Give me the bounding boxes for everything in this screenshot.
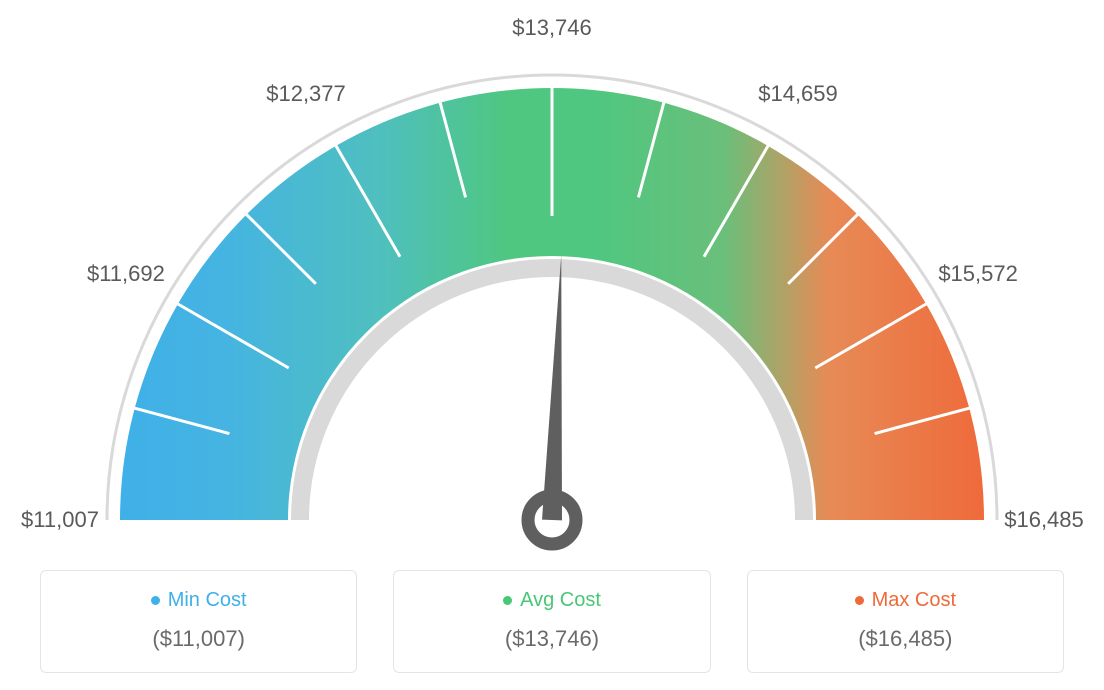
gauge-tick-label: $13,746	[512, 15, 592, 41]
legend-title-min: Min Cost	[151, 589, 247, 612]
gauge-tick-label: $12,377	[266, 81, 346, 107]
dot-icon	[855, 596, 864, 605]
gauge-tick-label: $11,692	[87, 261, 165, 287]
legend-title-text: Avg Cost	[520, 589, 601, 612]
legend-row: Min Cost ($11,007) Avg Cost ($13,746) Ma…	[0, 570, 1104, 673]
legend-title-text: Min Cost	[168, 589, 247, 612]
gauge-tick-label: $15,572	[938, 261, 1018, 287]
dot-icon	[151, 596, 160, 605]
gauge-tick-label: $16,485	[1004, 507, 1084, 533]
legend-title-max: Max Cost	[855, 589, 956, 612]
legend-title-avg: Avg Cost	[503, 589, 601, 612]
legend-value-max: ($16,485)	[758, 626, 1053, 652]
legend-card-avg: Avg Cost ($13,746)	[393, 570, 710, 673]
legend-value-min: ($11,007)	[51, 626, 346, 652]
legend-title-text: Max Cost	[872, 589, 956, 612]
dot-icon	[503, 596, 512, 605]
legend-card-max: Max Cost ($16,485)	[747, 570, 1064, 673]
legend-value-avg: ($13,746)	[404, 626, 699, 652]
gauge-tick-label: $11,007	[21, 507, 99, 533]
legend-card-min: Min Cost ($11,007)	[40, 570, 357, 673]
cost-gauge: $11,007 $11,692 $12,377 $13,746 $14,659 $15,5…	[0, 0, 1104, 570]
gauge-tick-label: $14,659	[758, 81, 838, 107]
